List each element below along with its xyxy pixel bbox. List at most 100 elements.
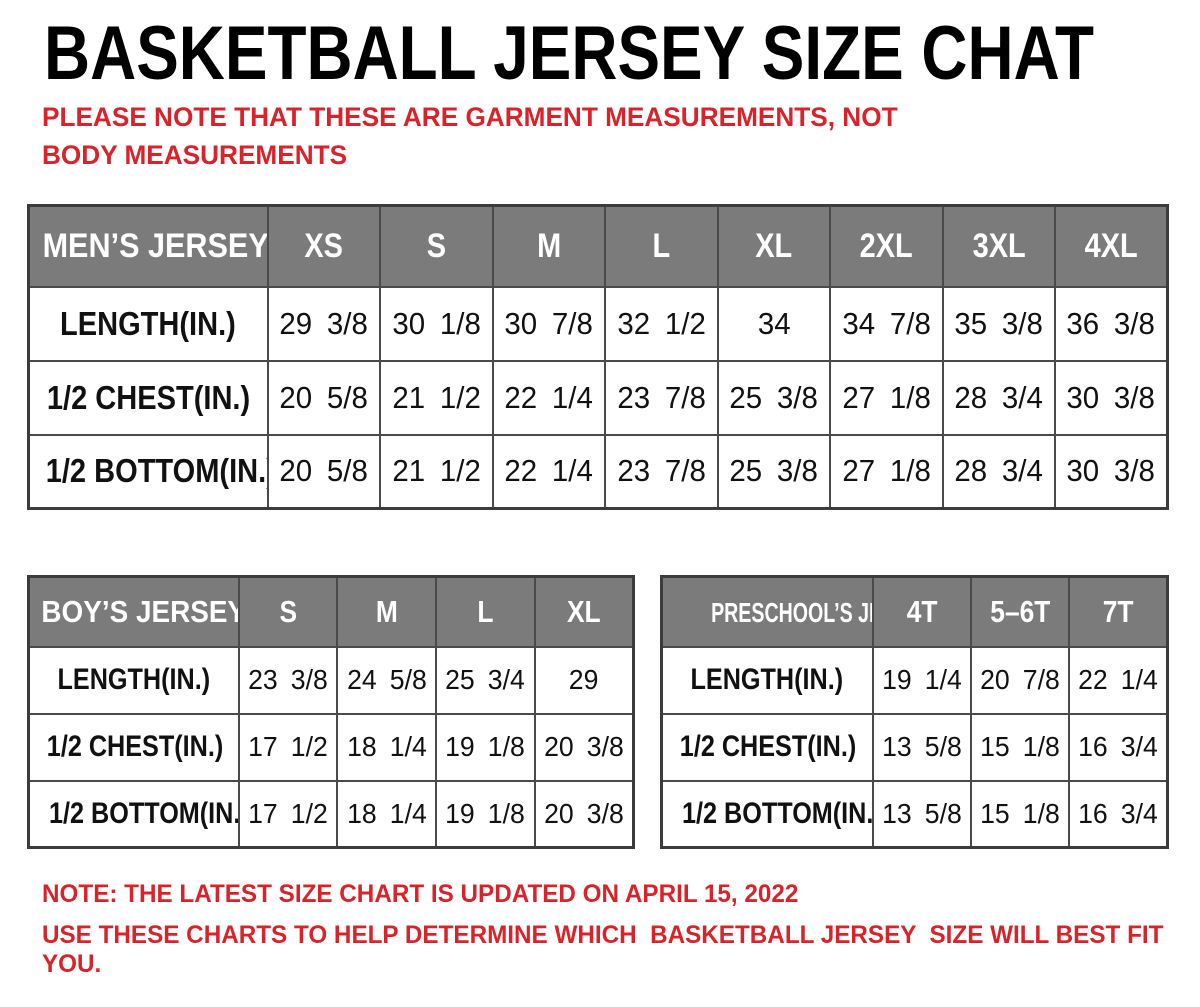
size-header-cell: 5–6T [969, 575, 1071, 648]
value-cell: 30 1/8 [379, 285, 494, 362]
value-cell: 16 3/4 [1068, 712, 1169, 782]
measurement-value: 24 5/8 [346, 664, 427, 695]
table-row: 1/2 CHEST(IN.) 17 1/2 18 1/4 19 1/8 20 3/8 [27, 712, 635, 782]
measurement-value: 27 1/8 [841, 379, 931, 415]
table-row: 1/2 CHEST(IN.) 13 5/8 15 1/8 16 3/4 [660, 712, 1169, 782]
size-label: XL [755, 226, 793, 265]
measurement-value: 30 7/8 [504, 305, 594, 341]
table-header-row: MEN’S JERSEY XS S M L XL 2XL 3XL 4XL [27, 204, 1169, 288]
measurement-value: 22 1/4 [504, 379, 594, 415]
measurement-value: 30 1/8 [391, 305, 481, 341]
table-row: 1/2 CHEST(IN.) 20 5/8 21 1/2 22 1/4 23 7/8 25… [27, 359, 1169, 436]
preschool-jersey-table: PRESCHOOL’S JERSEY 4T 5–6T 7T LENGTH(IN.) 19 … [660, 575, 1169, 849]
size-header-cell: 4T [871, 575, 972, 648]
table-title: MEN’S JERSEY [42, 226, 268, 265]
measurement-value: 19 1/8 [445, 731, 526, 762]
row-label: LENGTH(IN.) [60, 304, 237, 342]
measurement-value: 17 1/2 [248, 797, 328, 829]
page-title: BASKETBALL JERSEY SIZE CHAT [44, 11, 1094, 96]
row-label: 1/2 CHEST(IN.) [46, 378, 250, 416]
value-cell: 23 7/8 [604, 433, 719, 510]
value-cell: 34 7/8 [829, 285, 944, 362]
size-label: M [536, 226, 561, 265]
value-cell: 29 [533, 645, 635, 715]
value-cell: 29 3/8 [266, 285, 381, 362]
measurement-value: 29 3/8 [279, 305, 369, 341]
row-label-cell: 1/2 BOTTOM(IN.) [660, 779, 874, 849]
measurement-value: 17 1/2 [248, 731, 328, 762]
measurement-value: 21 1/2 [391, 453, 481, 489]
size-label: S [279, 593, 297, 629]
size-header-cell: L [435, 575, 536, 648]
measurement-value: 16 3/4 [1078, 731, 1158, 762]
measurement-value: 30 3/8 [1066, 379, 1156, 415]
table-row: LENGTH(IN.) 19 1/4 20 7/8 22 1/4 [660, 645, 1169, 715]
value-cell: 24 5/8 [336, 645, 437, 715]
table-row: LENGTH(IN.) 23 3/8 24 5/8 25 3/4 29 [27, 645, 635, 715]
measurement-value: 34 [757, 305, 791, 341]
measurement-value: 16 3/4 [1078, 797, 1158, 829]
value-cell: 25 3/4 [435, 645, 536, 715]
row-label: 1/2 CHEST(IN.) [679, 730, 857, 763]
size-label: 4T [906, 593, 938, 629]
value-cell: 22 1/4 [491, 433, 606, 510]
value-cell: 13 5/8 [871, 712, 972, 782]
value-cell: 20 7/8 [969, 645, 1071, 715]
measurement-value: 28 3/4 [954, 379, 1044, 415]
value-cell: 25 3/8 [716, 433, 831, 510]
size-label: 5–6T [989, 593, 1051, 629]
size-header-cell: S [237, 575, 339, 648]
measurement-value: 27 1/8 [841, 453, 931, 489]
size-header-cell: S [379, 204, 494, 288]
measurement-value: 23 7/8 [616, 453, 706, 489]
row-label-cell: LENGTH(IN.) [660, 645, 874, 715]
measurement-value: 32 1/2 [616, 305, 706, 341]
size-header-cell: XL [716, 204, 831, 288]
measurement-value: 20 3/8 [544, 797, 624, 829]
measurement-value: 13 5/8 [881, 731, 962, 762]
measurement-value: 19 1/8 [445, 797, 526, 829]
measurement-value: 13 5/8 [881, 797, 962, 829]
size-label: XS [304, 226, 344, 265]
boys-jersey-table: BOY’S JERSEY S M L XL LENGTH(IN.) 23 3/8 24 5/8… [27, 575, 635, 849]
mens-table-title-cell: MEN’S JERSEY [27, 204, 269, 288]
update-date-note: NOTE: THE LATEST SIZE CHART IS UPDATED O… [42, 880, 799, 908]
table-title: PRESCHOOL’S JERSEY [711, 596, 870, 628]
value-cell: 35 3/8 [941, 285, 1056, 362]
value-cell: 23 7/8 [604, 359, 719, 436]
size-header-cell: M [491, 204, 606, 288]
size-label: 7T [1102, 593, 1134, 629]
measurement-value: 28 3/4 [954, 453, 1044, 489]
garment-measurement-note: PLEASE NOTE THAT THESE ARE GARMENT MEASU… [42, 102, 905, 171]
size-header-cell: L [604, 204, 719, 288]
size-label: 3XL [972, 226, 1026, 265]
measurement-value: 34 7/8 [841, 305, 931, 341]
usage-note: USE THESE CHARTS TO HELP DETERMINE WHICH… [42, 921, 1170, 978]
table-row: LENGTH(IN.) 29 3/8 30 1/8 30 7/8 32 1/2 34 34 … [27, 285, 1169, 362]
measurement-value: 25 3/4 [445, 664, 526, 695]
row-label-cell: 1/2 CHEST(IN.) [660, 712, 874, 782]
measurement-value: 15 1/8 [980, 797, 1060, 829]
value-cell: 15 1/8 [969, 712, 1071, 782]
value-cell: 27 1/8 [829, 359, 944, 436]
table-header-row: PRESCHOOL’S JERSEY 4T 5–6T 7T [660, 575, 1169, 648]
size-label: 2XL [859, 226, 913, 265]
table-row: 1/2 BOTTOM(IN.) 13 5/8 15 1/8 16 3/4 [660, 779, 1169, 849]
value-cell: 28 3/4 [941, 359, 1056, 436]
row-label-cell: LENGTH(IN.) [27, 285, 269, 362]
value-cell: 25 3/8 [716, 359, 831, 436]
table-header-row: BOY’S JERSEY S M L XL [27, 575, 635, 648]
row-label-cell: 1/2 CHEST(IN.) [27, 359, 269, 436]
value-cell: 27 1/8 [829, 433, 944, 510]
value-cell: 20 3/8 [533, 779, 635, 849]
size-header-cell: 3XL [941, 204, 1056, 288]
measurement-value: 15 1/8 [980, 731, 1060, 762]
boys-table-title-cell: BOY’S JERSEY [27, 575, 240, 648]
value-cell: 18 1/4 [336, 779, 437, 849]
size-label: L [652, 226, 671, 265]
value-cell: 17 1/2 [237, 779, 339, 849]
value-cell: 28 3/4 [941, 433, 1056, 510]
mens-jersey-table: MEN’S JERSEY XS S M L XL 2XL 3XL 4XL LENGTH(IN.) 2… [27, 204, 1169, 510]
row-label: LENGTH(IN.) [690, 663, 844, 696]
value-cell: 21 1/2 [379, 433, 494, 510]
